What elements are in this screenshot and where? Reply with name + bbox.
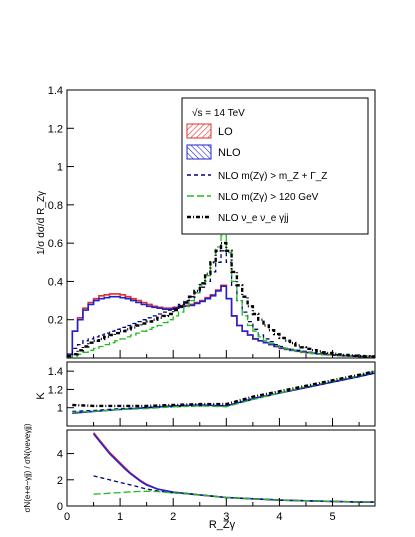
legend-box: [181, 97, 369, 235]
legend-label-nlo: NLO: [218, 147, 241, 159]
y-tick-label: 0.6: [48, 238, 63, 250]
k-y-axis-label: K: [35, 392, 47, 400]
legend: √s = 14 TeV LO NLO NLO m(Zγ) > m_Z + Γ_Z…: [181, 97, 369, 235]
y-tick-label: 1.2: [48, 384, 63, 396]
x-tick-label: 2: [170, 511, 176, 523]
k-panel-frame: [66, 361, 376, 427]
main-panel-frame: [66, 89, 376, 359]
main-series-group: [67, 234, 375, 358]
y-tick-label: 4: [57, 449, 63, 461]
y-tick-label: 1: [57, 403, 63, 415]
ratio-series-group: [92, 432, 375, 503]
series-line: [67, 250, 375, 358]
series-line: [67, 234, 375, 358]
y-tick-label: 1.4: [48, 366, 63, 378]
x-tick-label: 5: [329, 511, 335, 523]
series-line: [93, 490, 375, 503]
x-tick-label: 1: [117, 511, 123, 523]
ratio-y-axis-label: σN(e+e−γjj) / σN(νeνeγjj): [23, 423, 32, 512]
y-tick-label: 1.2: [48, 123, 63, 135]
x-tick-label: 3: [223, 511, 229, 523]
y-tick-label: 0.2: [48, 315, 63, 327]
series-line: [72, 369, 376, 408]
series-line: [67, 285, 375, 358]
k-series-group: [72, 369, 376, 414]
main-y-axis-label: 1/σ dσ/d R_Zγ: [36, 191, 47, 255]
y-tick-label: 0.8: [48, 200, 63, 212]
axis-ticks: 0.2 0.4 0.6 0.8 1 1.2 1.4 1 1.2 1.4 0 2 4 0 1 2 3 4 5: [48, 85, 360, 523]
y-tick-label: 2: [57, 475, 63, 487]
series-line: [67, 241, 375, 358]
ratio-panel-frame: [66, 429, 376, 507]
legend-label-nlo-nunu: NLO ν_e ν_e γjj: [218, 213, 289, 224]
y-tick-label: 1: [57, 162, 63, 174]
legend-swatch-nlo: [186, 144, 212, 160]
legend-label-nlo-mz: NLO m(Zγ) > m_Z + Γ_Z: [218, 171, 327, 182]
series-line: [72, 372, 376, 413]
legend-label-lo: LO: [218, 126, 233, 138]
legend-title: √s = 14 TeV: [192, 107, 245, 119]
legend-swatch-lo: [186, 123, 212, 139]
y-tick-label: 0: [57, 501, 63, 513]
x-tick-label: 0: [64, 511, 70, 523]
y-tick-label: 0.4: [48, 276, 63, 288]
x-tick-label: 4: [276, 511, 282, 523]
legend-label-nlo-120: NLO m(Zγ) > 120 GeV: [218, 192, 319, 203]
y-tick-label: 1.4: [48, 85, 63, 97]
x-axis-label: R_Zγ: [209, 519, 236, 531]
